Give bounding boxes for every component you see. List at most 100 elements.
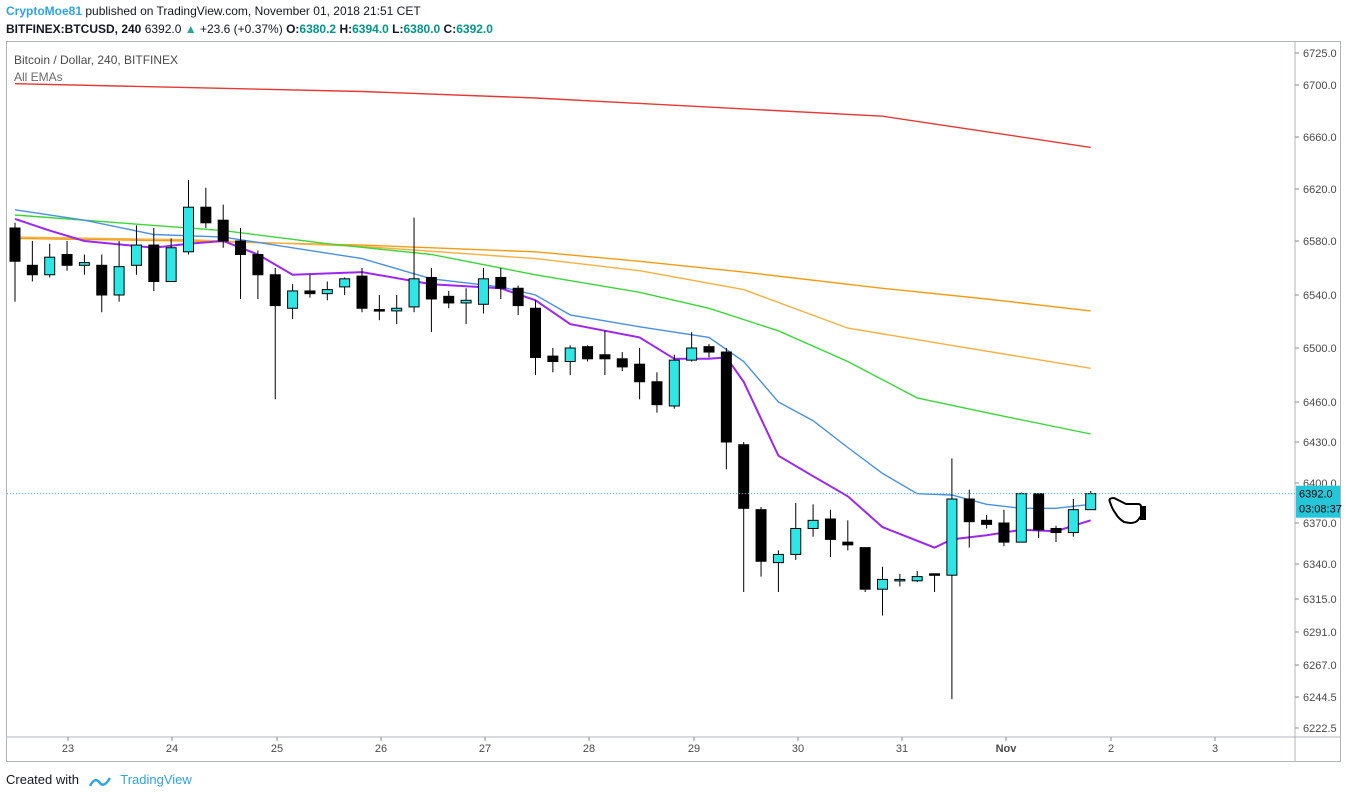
- candle-down: [26, 264, 38, 276]
- y-tick-label: 6660.0: [1303, 132, 1337, 144]
- candle-down: [235, 240, 247, 255]
- y-tick-label: 6725.0: [1303, 48, 1337, 60]
- candle-up: [321, 289, 333, 295]
- open-value: 6380.2: [299, 22, 337, 36]
- candle-up: [287, 290, 299, 309]
- candle-up: [807, 519, 819, 529]
- tradingview-logo-icon: [88, 776, 111, 787]
- symbol-label: BITFINEX:BTCUSD, 240: [6, 22, 142, 36]
- published-text: published on TradingView.com, November 0…: [85, 4, 421, 18]
- candle-down: [512, 287, 524, 307]
- y-tick-label: 6700.0: [1303, 80, 1337, 92]
- high-value: 6394.0: [352, 22, 389, 36]
- x-tick-label: 31: [896, 743, 908, 755]
- candle-down: [738, 444, 750, 509]
- x-tick-label: 25: [271, 743, 283, 755]
- y-tick-label: 6370.0: [1303, 518, 1337, 530]
- low-label: L:: [392, 22, 404, 36]
- candle-down: [981, 519, 993, 525]
- tradingview-brand[interactable]: TradingView: [120, 772, 192, 787]
- candle-down: [582, 346, 594, 360]
- x-tick-label: 23: [62, 743, 74, 755]
- last-price: 6392.0: [144, 22, 182, 36]
- x-tick-label: 27: [479, 743, 491, 755]
- open-label: O:: [286, 22, 300, 36]
- candle-down: [755, 509, 767, 562]
- candle-up: [460, 299, 472, 304]
- y-tick-label: 6340.0: [1303, 559, 1337, 571]
- candle-up: [911, 576, 923, 582]
- footer: Created with TradingView: [6, 772, 192, 788]
- candle-down: [530, 307, 541, 358]
- candle-up: [44, 256, 56, 276]
- candle-down: [148, 244, 160, 283]
- candle-up: [772, 553, 784, 564]
- x-tick-label: 29: [688, 743, 700, 755]
- x-tick-label: 3: [1212, 743, 1218, 755]
- high-label: H:: [339, 22, 353, 36]
- candle-down: [373, 309, 385, 312]
- y-tick-label: 6291.0: [1303, 627, 1337, 639]
- candle-down: [703, 346, 715, 353]
- candle-down: [1050, 527, 1062, 534]
- candle-down: [356, 275, 368, 309]
- candle-up: [894, 578, 906, 582]
- candle-up: [78, 262, 90, 266]
- ema-line-6: [14, 217, 1091, 549]
- y-tick-label: 6315.0: [1303, 594, 1337, 606]
- candle-up: [477, 278, 489, 305]
- candle-up: [1067, 509, 1079, 534]
- x-tick-label: 30: [792, 743, 804, 755]
- current-price-tag: [1296, 485, 1340, 518]
- chart-frame[interactable]: [6, 41, 1341, 762]
- change-arrow-icon: ▲: [184, 22, 197, 36]
- ema-line-3: [14, 236, 1091, 369]
- x-tick-label: Nov: [996, 743, 1018, 755]
- candle-down: [599, 354, 611, 360]
- candle-down: [425, 276, 437, 300]
- candle-down: [547, 355, 559, 363]
- author-link[interactable]: CryptoMoe81: [6, 4, 83, 18]
- candle-down: [859, 547, 871, 590]
- countdown-label: 03:08:37: [1299, 504, 1342, 516]
- candle-down: [61, 254, 73, 266]
- x-tick-label: 24: [166, 743, 178, 755]
- candle-up: [113, 266, 125, 296]
- candle-up: [183, 206, 194, 253]
- ohlc-header: BITFINEX:BTCUSD, 240 6392.0 ▲ +23.6 (+0.…: [6, 22, 493, 36]
- candle-down: [200, 206, 212, 224]
- candle-up: [165, 247, 177, 282]
- candle-down: [96, 264, 108, 296]
- candle-up: [668, 359, 680, 407]
- created-with-label: Created with: [6, 772, 79, 787]
- y-tick-label: 6267.0: [1303, 660, 1337, 672]
- candle-up: [790, 527, 802, 555]
- x-tick-label: 2: [1108, 743, 1114, 755]
- y-tick-label: 6540.0: [1303, 290, 1337, 302]
- candle-up: [339, 278, 351, 288]
- candle-down: [1033, 493, 1045, 531]
- candle-down: [252, 254, 264, 276]
- candle-up: [1015, 493, 1027, 543]
- candle-down: [616, 358, 628, 368]
- publish-info: CryptoMoe81 published on TradingView.com…: [6, 4, 421, 18]
- y-tick-label: 6222.5: [1303, 723, 1337, 735]
- x-tick-label: 28: [583, 743, 595, 755]
- candle-down: [443, 295, 455, 304]
- y-tick-label: 6430.0: [1303, 437, 1337, 449]
- candle-down: [304, 290, 316, 295]
- candle-up: [130, 244, 142, 266]
- candle-down: [824, 518, 836, 540]
- pointing-hand-icon: [1108, 496, 1147, 525]
- legend-indicator: All EMAs: [14, 70, 63, 84]
- candle-down: [720, 351, 732, 443]
- candle-down: [651, 381, 663, 406]
- close-value: 6392.0: [456, 22, 493, 36]
- candle-down: [998, 522, 1010, 543]
- candle-up: [408, 278, 420, 308]
- low-value: 6380.0: [403, 22, 441, 36]
- candle-up: [877, 578, 888, 590]
- candle-down: [634, 363, 646, 383]
- candle-down: [842, 541, 854, 546]
